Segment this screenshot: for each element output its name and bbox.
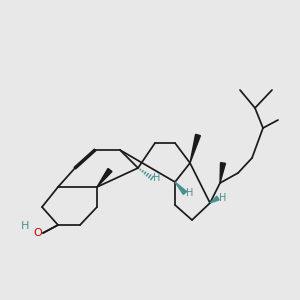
Text: H: H [219,193,226,203]
Text: O: O [33,228,42,238]
Polygon shape [220,163,226,183]
Text: H: H [21,221,29,231]
Text: H: H [153,173,160,183]
Polygon shape [190,134,200,163]
Polygon shape [210,196,219,203]
Text: H: H [186,188,194,198]
Polygon shape [97,169,112,187]
Polygon shape [175,182,187,194]
